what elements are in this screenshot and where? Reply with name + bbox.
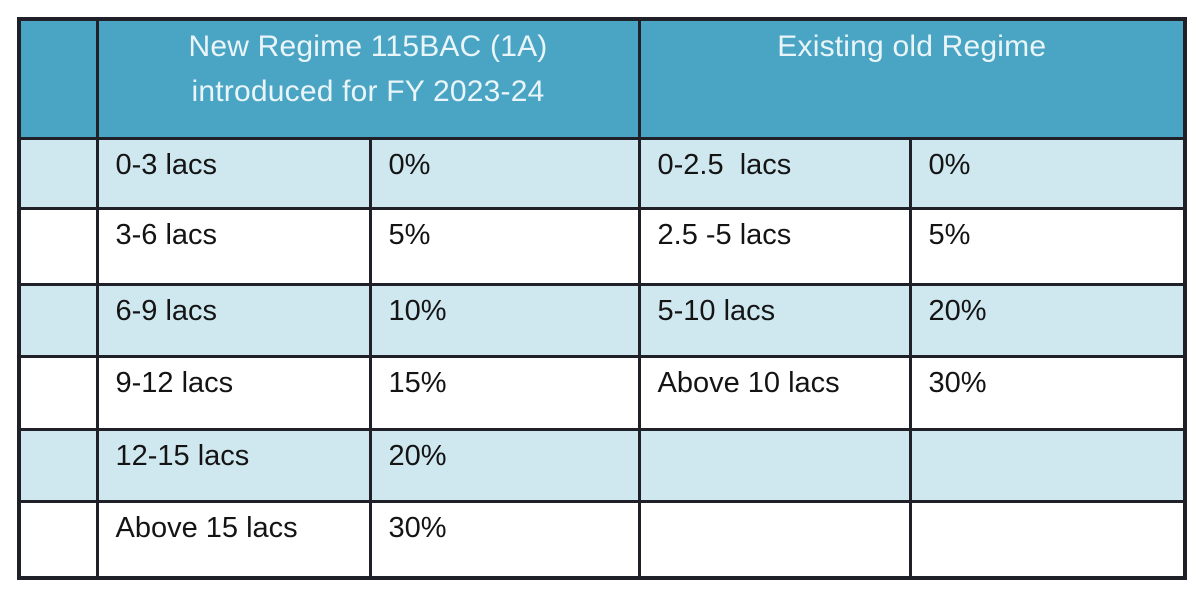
table-row: 12-15 lacs 20% bbox=[17, 427, 1187, 503]
new-regime-header-line2: introduced for FY 2023-24 bbox=[191, 75, 545, 108]
header-row: New Regime 115BAC (1A) introduced for FY… bbox=[17, 17, 1187, 140]
row-index-cell bbox=[17, 206, 99, 286]
old-regime-rate-cell: 30% bbox=[908, 354, 1187, 431]
old-regime-slab-cell: 5-10 lacs bbox=[637, 282, 912, 358]
old-regime-slab-cell bbox=[637, 427, 912, 503]
new-regime-slab-cell: 9-12 lacs bbox=[95, 354, 372, 431]
new-regime-rate-cell: 15% bbox=[368, 354, 641, 431]
old-regime-rate-cell bbox=[908, 427, 1187, 503]
new-regime-slab-cell: 0-3 lacs bbox=[95, 136, 372, 210]
new-regime-header-line1: New Regime 115BAC (1A) bbox=[188, 30, 548, 63]
new-regime-rate-cell: 30% bbox=[368, 499, 641, 580]
old-regime-slab-cell: Above 10 lacs bbox=[637, 354, 912, 431]
table-row: Above 15 lacs 30% bbox=[17, 499, 1187, 580]
old-regime-slab-cell: 0-2.5 lacs bbox=[637, 136, 912, 210]
table-row: 6-9 lacs 10% 5-10 lacs 20% bbox=[17, 282, 1187, 358]
table-row: 0-3 lacs 0% 0-2.5 lacs 0% bbox=[17, 136, 1187, 210]
old-regime-slab-cell: 2.5 -5 lacs bbox=[637, 206, 912, 286]
old-regime-header-label: Existing old Regime bbox=[777, 30, 1047, 63]
new-regime-slab-cell: 12-15 lacs bbox=[95, 427, 372, 503]
old-regime-rate-cell: 0% bbox=[908, 136, 1187, 210]
old-regime-rate-cell bbox=[908, 499, 1187, 580]
new-regime-rate-cell: 10% bbox=[368, 282, 641, 358]
old-regime-rate-cell: 5% bbox=[908, 206, 1187, 286]
row-index-cell bbox=[17, 427, 99, 503]
new-regime-slab-cell: 3-6 lacs bbox=[95, 206, 372, 286]
new-regime-rate-cell: 20% bbox=[368, 427, 641, 503]
table-row: 9-12 lacs 15% Above 10 lacs 30% bbox=[17, 354, 1187, 431]
tax-comparison-table: New Regime 115BAC (1A) introduced for FY… bbox=[17, 17, 1188, 580]
row-index-cell bbox=[17, 136, 99, 210]
row-index-cell bbox=[17, 354, 99, 431]
new-regime-slab-cell: 6-9 lacs bbox=[95, 282, 372, 358]
old-regime-rate-cell: 20% bbox=[908, 282, 1187, 358]
table-row: 3-6 lacs 5% 2.5 -5 lacs 5% bbox=[17, 206, 1187, 286]
corner-header-cell bbox=[17, 17, 99, 140]
new-regime-header: New Regime 115BAC (1A) introduced for FY… bbox=[95, 17, 641, 140]
new-regime-rate-cell: 5% bbox=[368, 206, 641, 286]
row-index-cell bbox=[17, 499, 99, 580]
new-regime-rate-cell: 0% bbox=[368, 136, 641, 210]
new-regime-slab-cell: Above 15 lacs bbox=[95, 499, 372, 580]
row-index-cell bbox=[17, 282, 99, 358]
old-regime-header: Existing old Regime bbox=[637, 17, 1187, 140]
old-regime-slab-cell bbox=[637, 499, 912, 580]
